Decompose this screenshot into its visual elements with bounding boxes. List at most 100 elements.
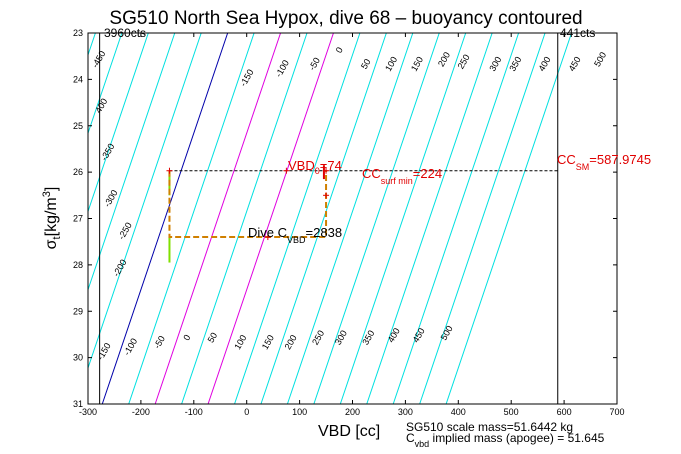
- y-tick-label: 26: [73, 167, 83, 177]
- contour-label: 200: [283, 333, 299, 351]
- contour-line--150: [88, 33, 149, 213]
- y-axis-label-sup: 3: [41, 191, 53, 197]
- y-tick-label: 23: [73, 28, 83, 38]
- contour-line--50: [88, 33, 202, 370]
- contour-label: 150: [260, 333, 276, 351]
- contour-label: -50: [307, 56, 322, 72]
- vbd0-value: =74: [320, 158, 342, 173]
- divec-sub: VBD: [287, 235, 306, 245]
- contour-label: -300: [102, 188, 120, 209]
- contour-label: 350: [360, 329, 376, 347]
- count-label-right: 441cts: [560, 26, 595, 40]
- y-axis-label-main: σ: [43, 239, 60, 249]
- contour-label: 50: [359, 57, 373, 71]
- y-tick-label: 25: [73, 121, 83, 131]
- y-tick-label: 30: [73, 353, 83, 363]
- contour-line-200: [207, 33, 334, 404]
- contour-label: 400: [93, 97, 109, 115]
- footer-scale-mass: SG510 scale mass=51.6442 kg: [406, 420, 573, 434]
- x-tick-label: -100: [185, 407, 203, 417]
- ccsm-value: =587.9745: [589, 152, 651, 167]
- x-tick-label: 200: [345, 407, 360, 417]
- contour-label: 150: [409, 55, 425, 73]
- vbd0-main: VBD: [288, 158, 315, 173]
- ccsm-annotation: CCSM=587.9745: [557, 152, 651, 172]
- ccsm-sub: SM: [576, 162, 590, 172]
- y-axis-label-sub: t: [51, 236, 63, 239]
- contour-line--100: [88, 33, 176, 292]
- y-tick-label: 28: [73, 260, 83, 270]
- vbd0-annotation: VBD0=74: [288, 158, 342, 176]
- contour-label: -100: [273, 58, 291, 79]
- y-tick-label: 29: [73, 306, 83, 316]
- contour-line-650: [445, 33, 572, 404]
- x-axis-ticks: -300 -200 -100 0 100 200 300 400 500 600 700: [79, 33, 625, 417]
- ccsurf-value: =224: [413, 166, 442, 181]
- plot-frame: [87, 32, 618, 405]
- contour-line-500: [366, 33, 493, 404]
- contour-label: 300: [487, 55, 503, 73]
- contour-line--350: [0, 33, 43, 404]
- contour-line-350: [286, 33, 414, 404]
- footer-implied-mass: Cvbd implied mass (apogee) = 51.645: [406, 431, 605, 449]
- contour-label: 100: [383, 55, 399, 73]
- contour-line-600: [419, 33, 546, 404]
- contour-label: 500: [439, 324, 455, 342]
- x-axis-label: VBD [cc]: [318, 423, 380, 440]
- x-tick-label: -200: [132, 407, 150, 417]
- footer-cvbd-main: C: [406, 431, 415, 445]
- ccsm-main: CC: [557, 152, 576, 167]
- ccsurf-main: CC: [362, 166, 381, 181]
- contour-label: 450: [567, 55, 583, 73]
- vbd0-sub: 0: [315, 166, 320, 176]
- contour-label: 200: [436, 50, 452, 68]
- y-axis-label-rest: [kg/m: [43, 197, 60, 236]
- contour-label: -250: [116, 221, 134, 242]
- contour-line-100: [154, 33, 282, 404]
- contour-label: 500: [592, 50, 608, 68]
- contour-label: -150: [95, 341, 113, 362]
- x-tick-label: 500: [504, 407, 519, 417]
- footer-cvbd-sub: vbd: [415, 439, 430, 449]
- x-tick-label: 0: [244, 407, 249, 417]
- x-tick-label: 400: [451, 407, 466, 417]
- contour-label: 300: [333, 329, 349, 347]
- contour-line-250: [234, 33, 361, 404]
- contour-label: 0: [334, 45, 345, 54]
- x-tick-label: 300: [398, 407, 413, 417]
- contour-label: 0: [181, 333, 192, 342]
- ccsurf-sub: surf min: [381, 176, 413, 186]
- contour-line-450: [339, 33, 467, 404]
- ccsurf-annotation: CCsurf min=224: [362, 166, 442, 186]
- chart-title: SG510 North Sea Hypox, dive 68 – buoyanc…: [109, 8, 582, 29]
- y-axis-ticks: 23 24 25 26 27 28 29 30 31: [73, 28, 617, 409]
- divec-annotation: Dive CVBD=2838: [248, 225, 342, 245]
- y-tick-label: 27: [73, 214, 83, 224]
- x-tick-label: -300: [79, 407, 97, 417]
- contour-label: -450: [90, 49, 108, 70]
- contour-label: 400: [536, 55, 552, 73]
- divec-value: =2838: [306, 225, 343, 240]
- contour-label: 450: [411, 326, 427, 344]
- contour-label: 400: [386, 326, 402, 344]
- y-axis-label-close: ]: [43, 187, 60, 191]
- contour-line--400: [0, 33, 16, 404]
- contour-label: -200: [111, 258, 129, 279]
- y-tick-label: 31: [73, 399, 83, 409]
- contour-label: -350: [99, 142, 117, 163]
- x-tick-label: 700: [609, 407, 624, 417]
- contour-label: -50: [152, 334, 167, 350]
- contour-label: 100: [232, 333, 248, 351]
- contour-lines: [0, 33, 572, 404]
- contour-line-400: [313, 33, 440, 404]
- contour-labels: -450 400 -350 -300 -250 -200 -150 -100 -50 0 50 100…: [90, 45, 608, 361]
- dive-overlay: [99, 33, 559, 404]
- y-tick-label: 24: [73, 74, 83, 84]
- footer-implied-rest: implied mass (apogee) = 51.645: [429, 431, 604, 445]
- count-label-left: 3960cts: [104, 26, 146, 40]
- x-tick-label: 600: [557, 407, 572, 417]
- divec-main: Dive C: [248, 225, 287, 240]
- contour-line-150: [181, 33, 308, 404]
- contour-label: -150: [238, 68, 256, 89]
